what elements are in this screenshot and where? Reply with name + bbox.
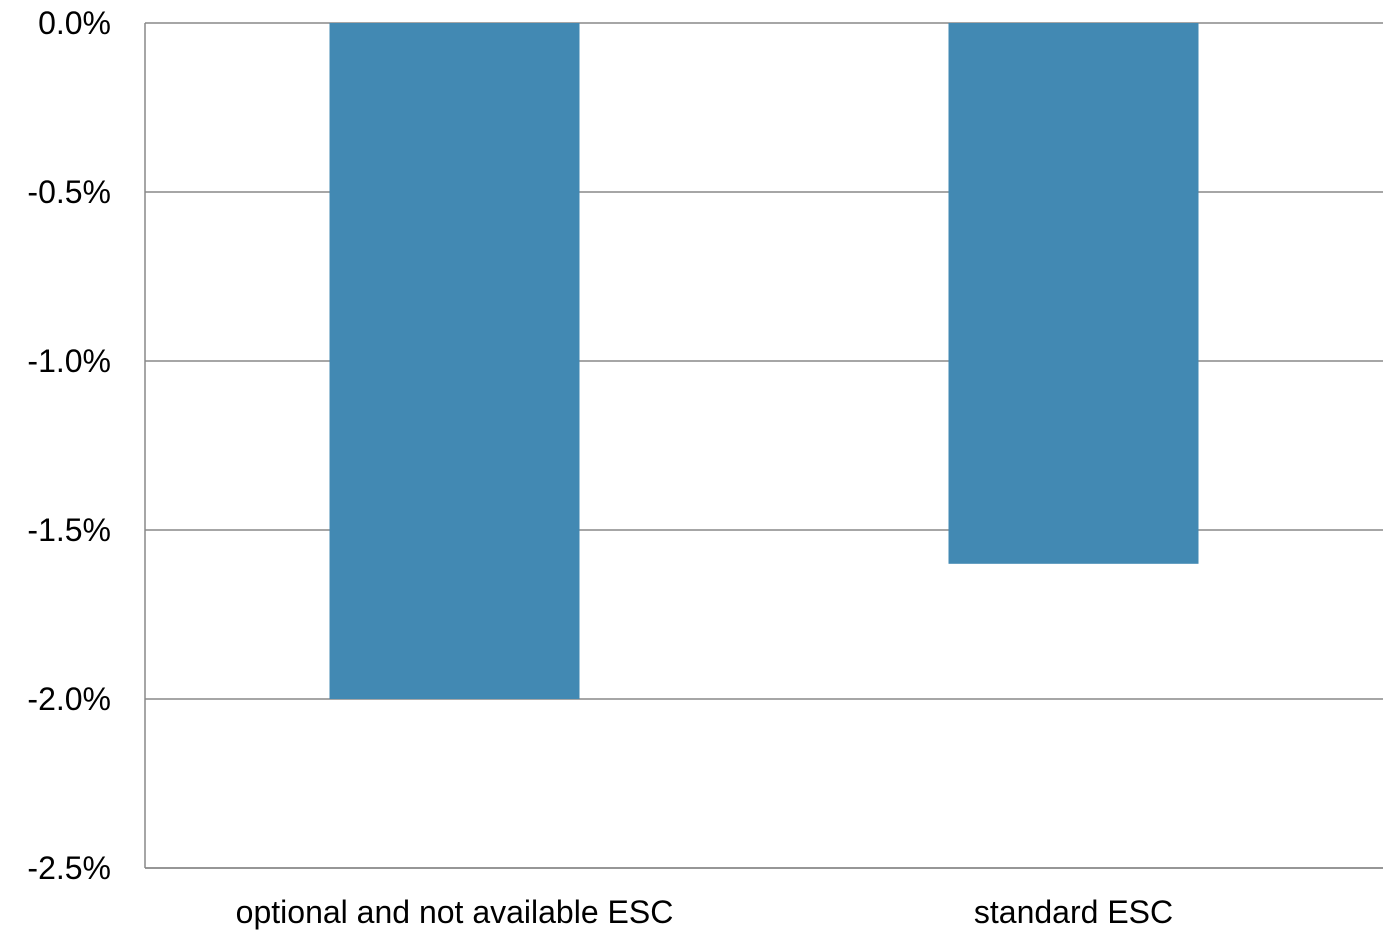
- y-tick-label: 0.0%: [38, 5, 111, 41]
- y-tick-labels: 0.0% -0.5% -1.0% -1.5% -2.0% -2.5%: [27, 5, 111, 886]
- x-category-label: optional and not available ESC: [236, 894, 674, 930]
- bar: [329, 23, 580, 699]
- y-tick-label: -2.5%: [27, 850, 111, 886]
- y-tick-label: -1.5%: [27, 512, 111, 548]
- y-tick-label: -2.0%: [27, 681, 111, 717]
- y-tick-label: -1.0%: [27, 343, 111, 379]
- x-category-label: standard ESC: [974, 894, 1173, 930]
- bar: [948, 23, 1199, 564]
- bars: [329, 23, 1199, 699]
- x-category-labels: optional and not available ESC standard E…: [236, 894, 1173, 930]
- axes: [144, 23, 1383, 869]
- y-tick-label: -0.5%: [27, 174, 111, 210]
